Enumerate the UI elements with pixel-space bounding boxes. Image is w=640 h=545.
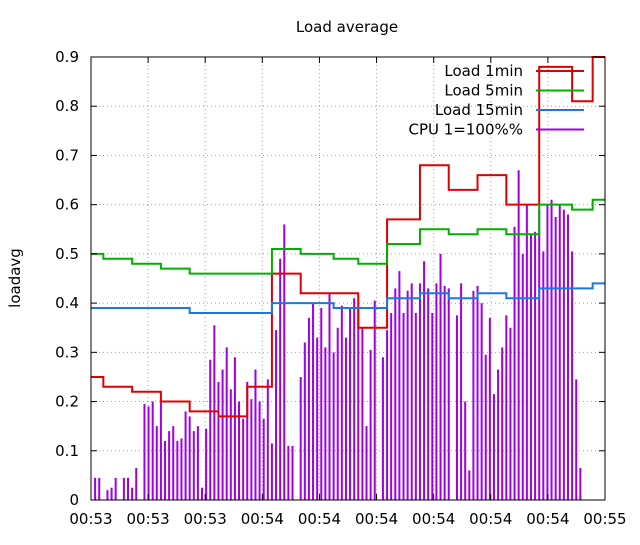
y-tick-label: 0.9	[55, 48, 79, 66]
x-tick-label: 00:54	[298, 510, 341, 528]
y-tick-label: 0.6	[55, 196, 79, 214]
y-tick-label: 0.7	[55, 146, 79, 164]
x-tick-label: 00:54	[469, 510, 512, 528]
y-axis-title: loadavg	[6, 248, 24, 308]
x-tick-label: 00:55	[583, 510, 626, 528]
legend-label: Load 1min	[444, 62, 523, 80]
y-tick-label: 0.3	[55, 343, 79, 361]
legend-label: Load 5min	[444, 82, 523, 100]
y-axis-ticks: 0 0.1 0.2 0.3 0.4 0.5 0.6 0.7 0.8 0.9	[55, 48, 605, 509]
grid	[91, 57, 605, 500]
plot-frame	[90, 56, 606, 501]
x-tick-label: 00:54	[412, 510, 455, 528]
y-tick-label: 0.1	[55, 442, 79, 460]
series-line-load5	[91, 198, 605, 275]
x-tick-label: 00:54	[526, 510, 569, 528]
y-tick-label: 0	[69, 491, 79, 509]
y-tick-label: 0.4	[55, 294, 79, 312]
x-tick-label: 00:53	[126, 510, 169, 528]
load-lines	[91, 56, 605, 418]
y-tick-label: 0.2	[55, 393, 79, 411]
series-line-load1	[91, 56, 605, 418]
x-tick-label: 00:53	[69, 510, 112, 528]
series-line-load15	[91, 282, 605, 314]
x-tick-label: 00:54	[241, 510, 284, 528]
legend-label: CPU 1=100%%	[408, 121, 523, 139]
legend-label: Load 15min	[435, 101, 523, 119]
y-tick-label: 0.8	[55, 97, 79, 115]
x-tick-label: 00:53	[184, 510, 227, 528]
x-tick-label: 00:54	[355, 510, 398, 528]
chart-title: Load average	[296, 18, 398, 36]
cpu-impulses	[94, 170, 582, 500]
y-tick-label: 0.5	[55, 245, 79, 263]
x-axis-ticks: 00:53 00:53 00:53 00:54 00:54 00:54 00:54 00:54…	[69, 57, 627, 528]
